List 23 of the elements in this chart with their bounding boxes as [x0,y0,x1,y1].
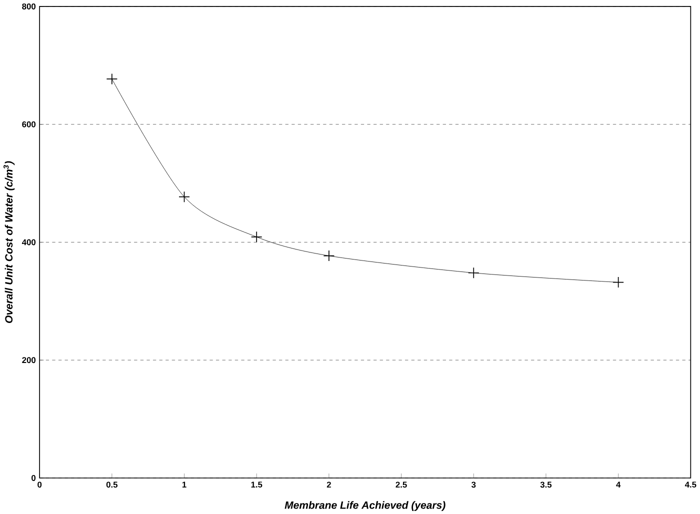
y-tick-label: 800 [22,3,36,10]
y-tick-label: 600 [22,121,36,128]
x-tick-label: 1.5 [251,481,262,488]
y-tick-label: 400 [22,239,36,245]
y-axis-title: Overall Unit Cost of Water (c/m$^{3}$) [4,161,15,323]
y-tick-label: 200 [22,356,36,363]
x-tick-label: 4.5 [684,481,696,488]
x-axis-title: Membrane Life Achieved (years) [284,500,446,511]
y-tick-label: 0 [32,474,36,481]
point [106,73,118,84]
x-tick-label: 4 [616,481,621,488]
x-tick-label: 1 [182,481,186,488]
x-tick-label: 0.5 [106,481,118,488]
x-tick-label: 0 [38,481,42,488]
x-tick-label: 3.5 [540,481,552,488]
point [468,266,480,278]
x-tick-label: 2 [326,481,331,488]
point [323,250,335,262]
point [250,231,262,242]
point [178,190,190,202]
x-tick-label: 3 [471,481,476,488]
point [612,276,624,288]
x-tick-label: 2.5 [396,481,407,488]
